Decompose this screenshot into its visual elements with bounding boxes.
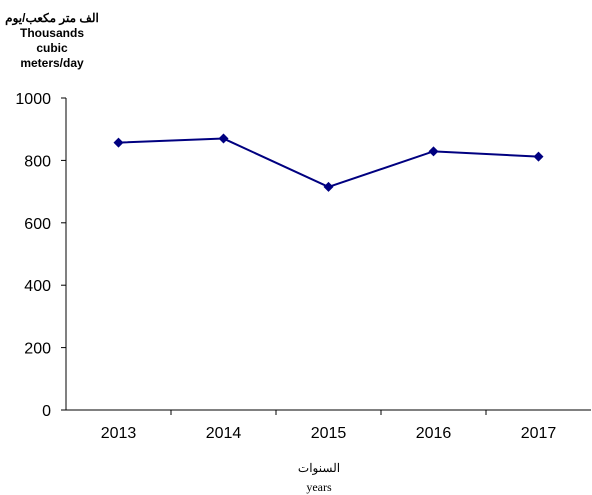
y-tick-label: 400	[24, 278, 51, 295]
y-axis-title-line-3: meters/day	[20, 56, 84, 70]
series-line	[118, 137, 539, 188]
data-point-marker	[218, 133, 229, 144]
x-tick-label: 2013	[101, 425, 137, 442]
data-point-marker	[533, 151, 544, 162]
y-axis-title: الف متر مكعب/يوم Thousands cubic meters/…	[5, 11, 99, 70]
x-tick-label: 2015	[311, 425, 347, 442]
x-axis-title: السنوات years	[298, 461, 340, 494]
series-group	[113, 133, 544, 192]
y-tick-label: 1000	[15, 91, 51, 108]
data-point-marker	[113, 137, 124, 148]
x-axis-title-arabic: السنوات	[298, 461, 340, 475]
y-tick-label: 200	[24, 341, 51, 358]
x-axis-ticks: 2013 2014 2015 2016 2017	[101, 410, 557, 442]
y-axis-title-line-1: Thousands	[20, 26, 84, 40]
y-axis-title-arabic: الف متر مكعب/يوم	[5, 11, 99, 26]
y-axis-title-line-2: cubic	[36, 41, 68, 55]
x-axis-title-english: years	[306, 480, 332, 494]
x-tick-label: 2016	[416, 425, 452, 442]
axes	[65, 98, 591, 411]
y-axis-ticks: 0 200 400 600 800 1000	[15, 91, 66, 420]
x-tick-label: 2017	[521, 425, 557, 442]
y-tick-label: 0	[42, 403, 51, 420]
y-tick-label: 600	[24, 216, 51, 233]
x-tick-label: 2014	[206, 425, 242, 442]
data-point-marker	[428, 146, 439, 157]
data-point-marker	[323, 181, 334, 192]
y-tick-label: 800	[24, 153, 51, 170]
